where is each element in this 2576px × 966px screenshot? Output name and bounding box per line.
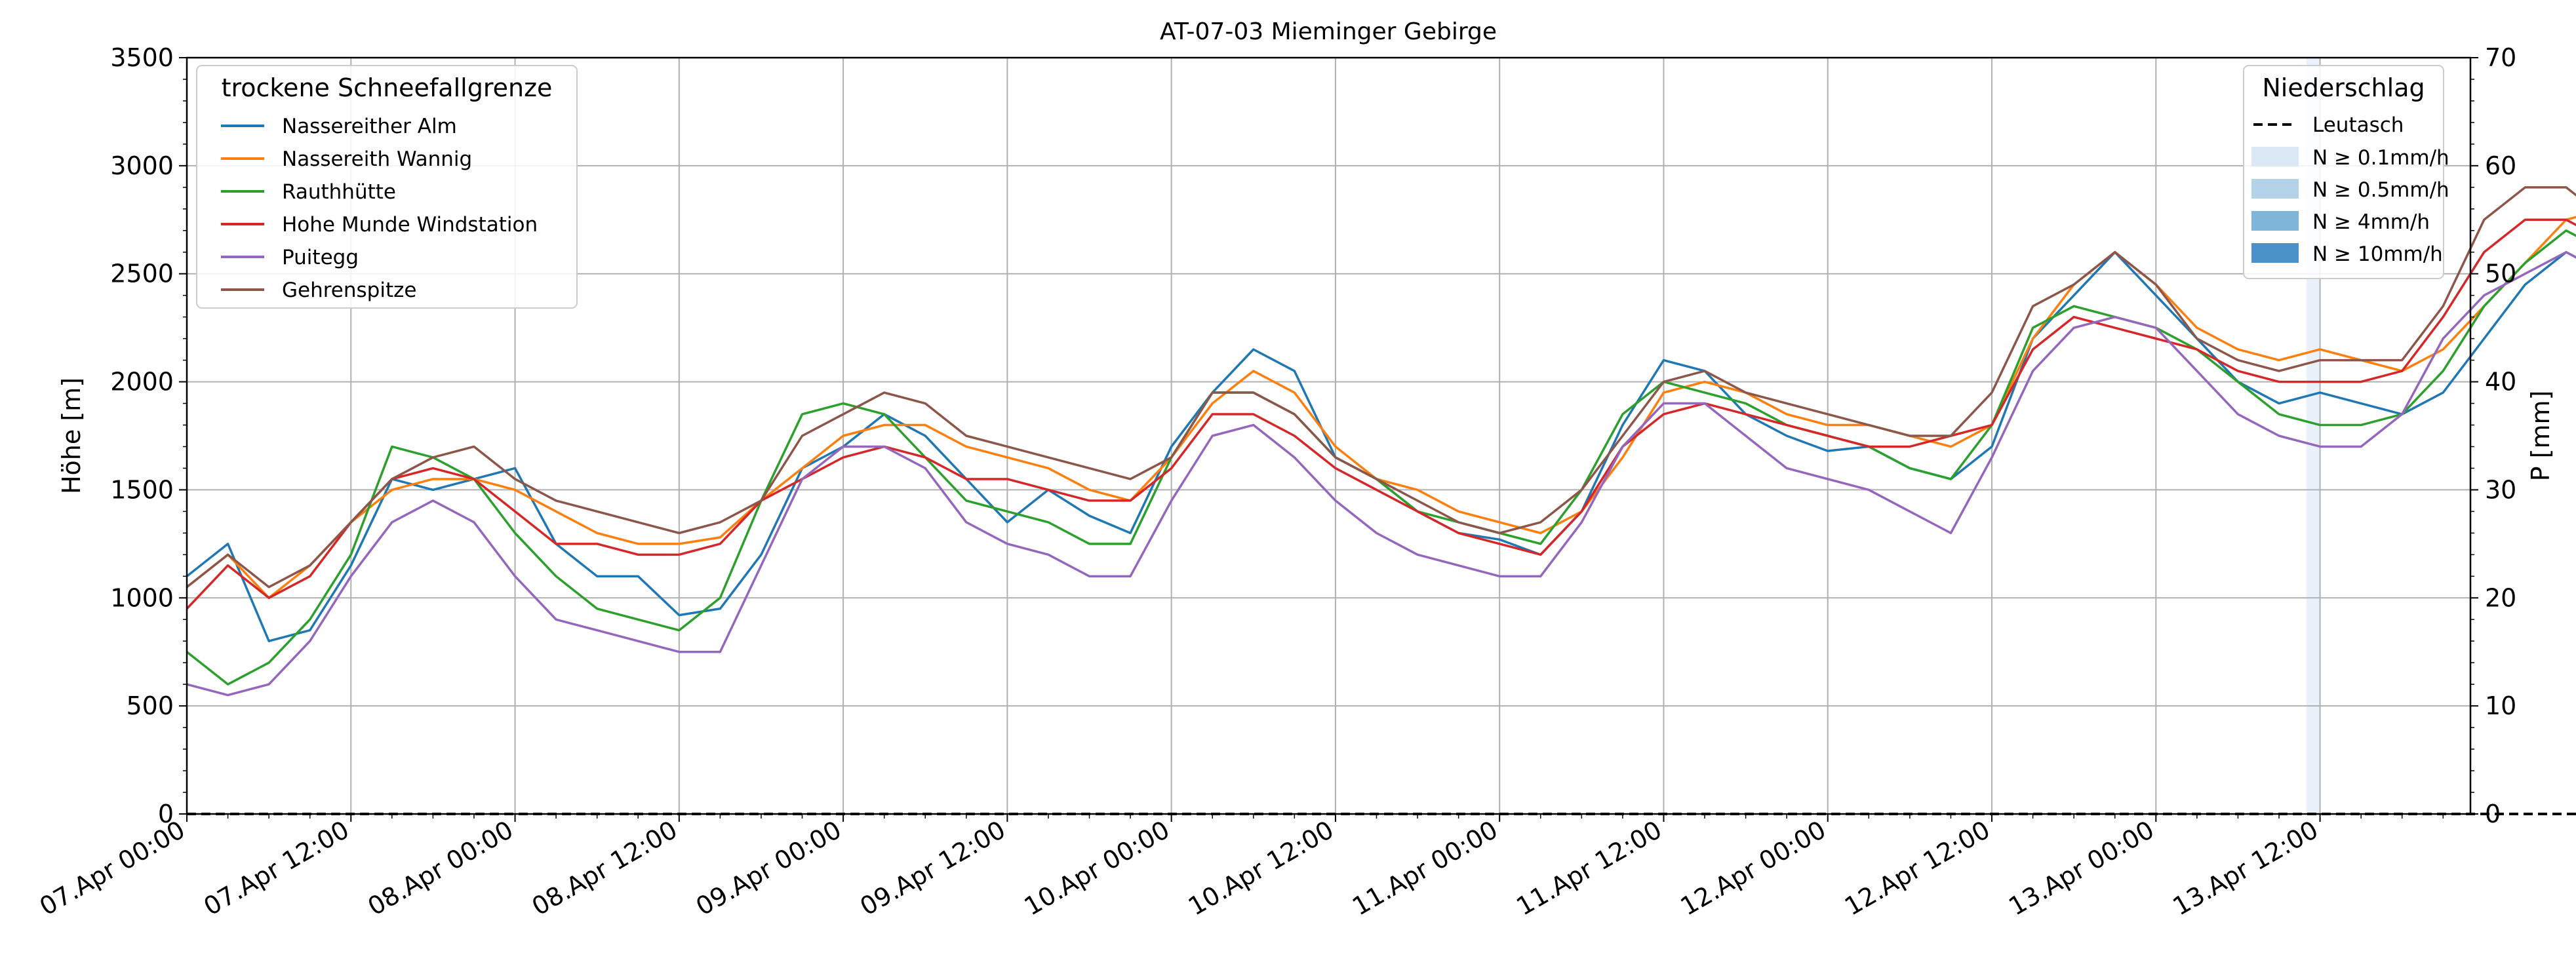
legend-label: Puitegg	[282, 246, 359, 269]
series-line	[186, 250, 2576, 697]
y-tick-label: 2500	[110, 260, 174, 288]
legend-precip: Niederschlag Leutasch N ≥ 0.1mm/h N ≥ 0.5mm…	[2243, 65, 2449, 279]
x-tick-label: 09.Apr 00:00	[691, 815, 846, 921]
legend-label: N ≥ 0.1mm/h	[2312, 146, 2449, 170]
legend-label: Nassereith Wannig	[282, 147, 472, 171]
x-tick-label: 07.Apr 00:00	[35, 815, 190, 921]
legend-label: N ≥ 0.5mm/h	[2312, 178, 2449, 202]
legend-label: Leutasch	[2312, 113, 2404, 137]
y-right-tick-label: 20	[2485, 583, 2516, 612]
y-axis-right-label: P [mm]	[2526, 391, 2555, 482]
legend-label: N ≥ 10mm/h	[2312, 242, 2443, 266]
legend-swatch	[2251, 211, 2299, 231]
y-tick-label: 500	[126, 691, 174, 720]
legend-title: trockene Schneefallgrenze	[222, 73, 553, 102]
y-tick-label: 2000	[110, 368, 174, 396]
legend-series: trockene Schneefallgrenze Nassereither Al…	[196, 65, 578, 309]
y-right-tick-label: 60	[2485, 151, 2516, 180]
y-right-tick-label: 0	[2485, 800, 2501, 828]
legend-swatch	[2251, 147, 2299, 166]
x-tick-label: 11.Apr 00:00	[1347, 815, 1503, 921]
series-line	[186, 186, 2576, 589]
plot-frame	[186, 56, 2472, 815]
legend-label: Rauthhütte	[282, 180, 396, 204]
x-tick-label: 12.Apr 00:00	[1676, 815, 1831, 921]
y-right-tick-label: 40	[2485, 368, 2516, 396]
y-right-tick-label: 50	[2485, 260, 2516, 288]
legend-swatch	[2251, 243, 2299, 263]
x-tick-label: 07.Apr 12:00	[199, 815, 354, 921]
x-tick-label: 13.Apr 12:00	[2168, 815, 2324, 921]
series-line	[186, 229, 2576, 686]
y-tick-label: 1000	[110, 583, 174, 612]
legend-label: N ≥ 4mm/h	[2312, 210, 2430, 234]
x-tick-label: 10.Apr 12:00	[1183, 815, 1339, 921]
x-tick-label: 12.Apr 12:00	[1840, 815, 1995, 921]
y-tick-label: 3000	[110, 151, 174, 180]
x-tick-label: 08.Apr 12:00	[527, 815, 683, 921]
x-tick-label: 10.Apr 00:00	[1020, 815, 1175, 921]
y-tick-label: 3500	[110, 43, 174, 72]
x-tick-label: 13.Apr 00:00	[2004, 815, 2159, 921]
legend-label: Hohe Munde Windstation	[282, 213, 538, 237]
series-lines	[186, 186, 2576, 697]
legend-title: Niederschlag	[2262, 73, 2425, 102]
y-right-tick-label: 10	[2485, 691, 2516, 720]
series-line	[186, 216, 2576, 600]
x-tick-label: 09.Apr 12:00	[855, 815, 1010, 921]
legend-label: Nassereither Alm	[282, 115, 457, 138]
x-tick-label: 11.Apr 12:00	[1511, 815, 1667, 921]
y-tick-label: 0	[158, 800, 174, 828]
y-right-tick-label: 70	[2485, 43, 2516, 72]
y-axis-label: Höhe [m]	[57, 377, 86, 494]
y-tick-label: 1500	[110, 475, 174, 504]
y-right-tick-label: 30	[2485, 475, 2516, 504]
series-line	[186, 250, 2576, 642]
legend-box	[196, 65, 578, 309]
chart-title: AT-07-03 Mieminger Gebirge	[1160, 18, 1497, 45]
legend-label: Gehrenspitze	[282, 279, 416, 302]
legend-swatch	[2251, 179, 2299, 199]
x-tick-label: 08.Apr 00:00	[363, 815, 518, 921]
